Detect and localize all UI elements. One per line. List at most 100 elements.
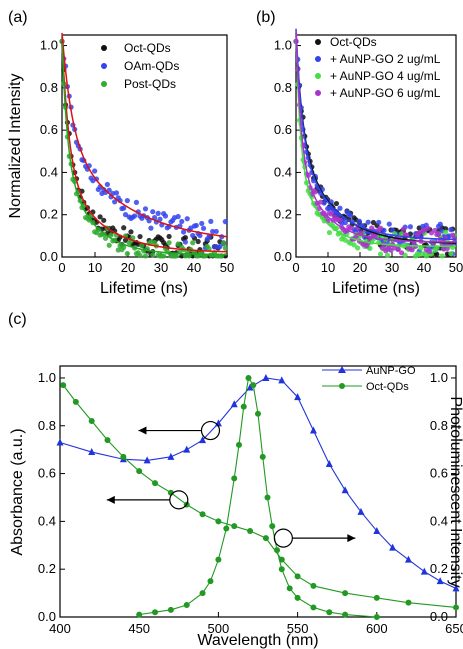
y-tick-label: 0.4 [40, 164, 58, 179]
data-point [318, 199, 324, 205]
data-point [333, 200, 340, 207]
panel-a-x-label: Lifetime (ns) [100, 280, 188, 297]
data-point [193, 222, 199, 229]
data-point [357, 507, 365, 515]
data-point [175, 241, 181, 247]
data-point [443, 229, 449, 235]
panel-b-label: (b) [256, 9, 276, 26]
data-point [121, 244, 127, 250]
data-point [142, 253, 149, 259]
data-point [97, 214, 103, 220]
data-point [342, 220, 348, 226]
data-point [152, 480, 159, 487]
y-tick-label: 0.0 [274, 249, 292, 264]
data-point [255, 410, 261, 417]
data-point [133, 199, 140, 205]
data-point [309, 426, 317, 434]
data-point [215, 556, 222, 563]
panel-c-data [56, 373, 460, 620]
panel-c: (c) 400 450 500 550 600 650 0.0 0.2 0.4 0.6 0.8 1.… [8, 311, 463, 649]
data-point [310, 604, 317, 611]
fit-line [295, 30, 457, 243]
data-point [148, 225, 154, 231]
data-point [200, 225, 207, 231]
data-point [104, 437, 111, 444]
x-tick-label: 30 [154, 260, 168, 275]
data-point [286, 585, 293, 592]
legend-b-aunp-go-4: + AuNP-GO 4 ug/mL [330, 69, 441, 83]
x-tick-label: 600 [366, 621, 388, 636]
data-point [88, 448, 96, 456]
x-tick-label: 50 [220, 260, 234, 275]
data-point [197, 232, 203, 239]
panel-c-y-ticks: 0.0 0.2 0.4 0.6 0.8 1.0 [38, 370, 65, 624]
data-point [395, 246, 401, 253]
data-point [179, 253, 185, 259]
data-point [373, 594, 380, 601]
data-point [294, 573, 301, 580]
data-point [139, 242, 145, 249]
data-point [326, 609, 333, 616]
y-tick-label: 0.2 [40, 207, 58, 222]
legend-aunp-go: AuNP-GO [366, 365, 416, 377]
data-point [206, 246, 212, 252]
data-point [351, 242, 357, 248]
annotation-arrowhead [347, 534, 356, 543]
data-point [420, 567, 428, 575]
data-point [347, 212, 354, 218]
annotation-arrowhead [138, 426, 147, 435]
data-point [355, 245, 361, 251]
data-point [72, 398, 79, 405]
data-point [167, 452, 175, 460]
data-point [434, 251, 440, 257]
panel-a-y-ticks: 0.0 0.2 0.4 0.6 0.8 1.0 [40, 38, 67, 264]
data-point [328, 211, 334, 217]
data-point [418, 245, 424, 251]
data-point [104, 181, 110, 188]
fit-line [61, 41, 228, 253]
y2-tick-label: 0.6 [430, 466, 448, 481]
data-point [199, 436, 207, 444]
data-point [164, 249, 170, 255]
y-tick-label: 0.8 [38, 418, 56, 433]
data-point [175, 213, 181, 220]
data-point [247, 527, 254, 534]
y-tick-label: 0.4 [274, 164, 292, 179]
data-point [262, 373, 270, 381]
data-point [183, 445, 191, 453]
data-point [245, 374, 252, 381]
data-point [184, 216, 190, 222]
data-point [173, 253, 179, 259]
data-point [356, 218, 362, 224]
x-tick-label: 0 [58, 260, 65, 275]
legend-marker-oct [101, 45, 107, 51]
data-point [452, 584, 460, 592]
x-tick-label: 650 [445, 621, 463, 636]
data-point [377, 225, 384, 231]
y2-tick-label: 0.4 [430, 513, 448, 528]
data-point [121, 225, 127, 231]
data-point [190, 232, 196, 239]
panel-a-legend: Oct-QDs OAm-QDs Post-QDs [101, 41, 179, 91]
panel-b-x-ticks: 0 10 20 30 40 50 [292, 252, 463, 275]
data-point [250, 382, 257, 389]
panel-b-y-ticks: 0.0 0.2 0.4 0.6 0.8 1.0 [274, 38, 301, 264]
data-point [124, 251, 130, 257]
data-point [235, 441, 242, 448]
x-tick-label: 20 [353, 260, 367, 275]
data-point [150, 252, 156, 258]
data-point [120, 453, 127, 460]
data-point [399, 250, 405, 256]
x-tick-label: 10 [88, 260, 102, 275]
data-point [162, 213, 169, 219]
panel-b-x-label: Lifetime (ns) [332, 280, 420, 297]
panel-b-data [293, 28, 457, 259]
data-point [312, 189, 318, 195]
panel-c-y2-ticks: 0.0 0.2 0.4 0.6 0.8 1.0 [430, 370, 456, 624]
data-point [425, 225, 431, 231]
data-point [376, 219, 382, 225]
x-tick-label: 30 [385, 260, 399, 275]
data-point [341, 486, 349, 494]
data-point [404, 555, 412, 563]
data-point [190, 240, 196, 246]
